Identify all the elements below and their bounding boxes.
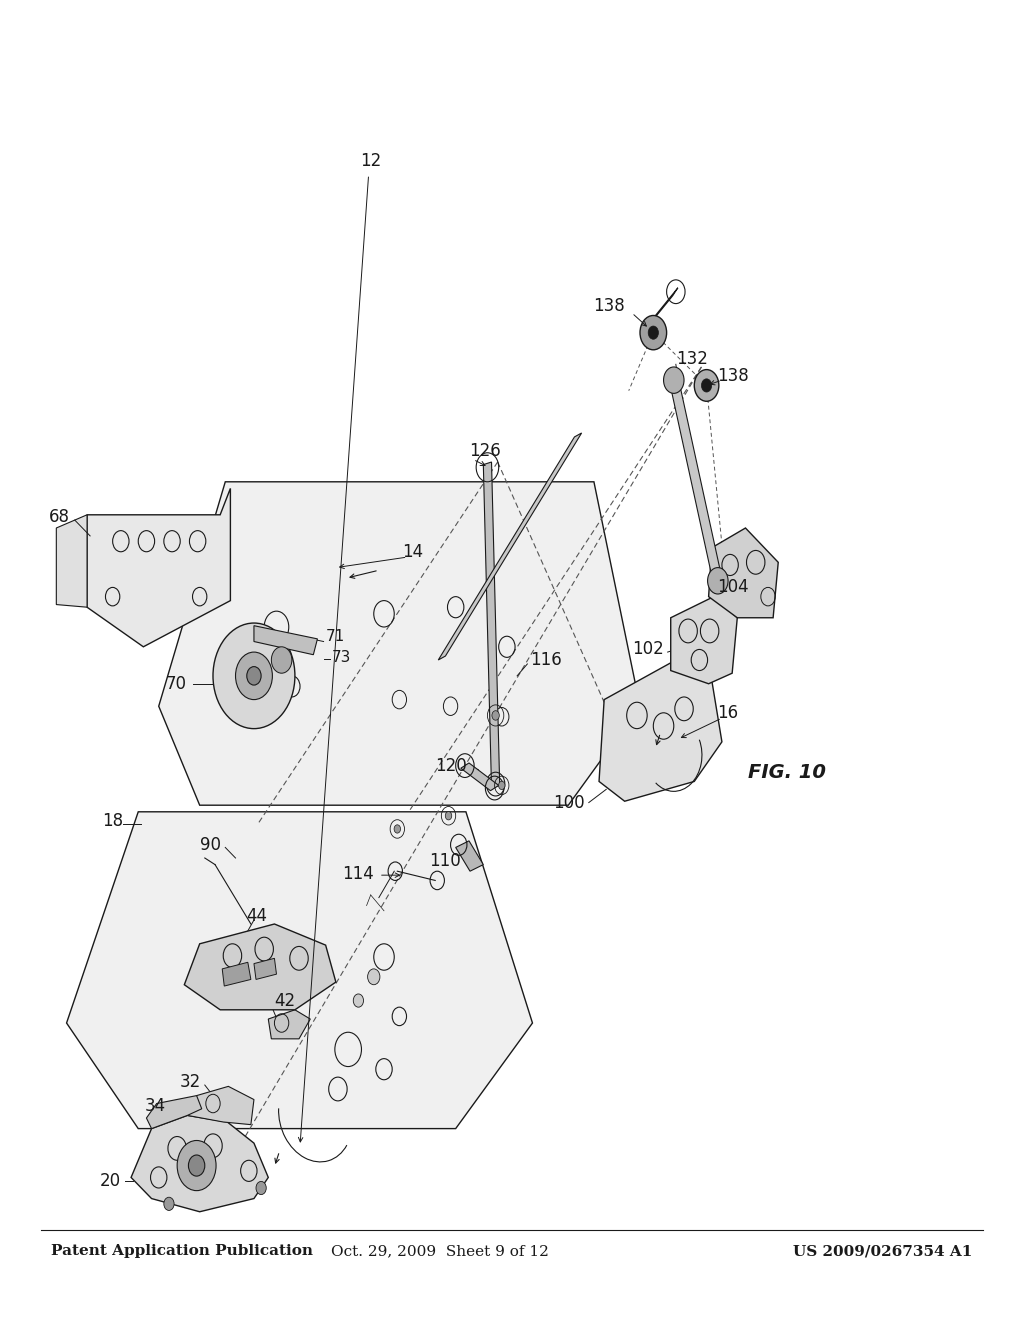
Circle shape — [708, 568, 728, 594]
Polygon shape — [87, 488, 230, 647]
Text: FIG. 10: FIG. 10 — [748, 763, 825, 781]
Text: 100: 100 — [553, 793, 585, 812]
Polygon shape — [56, 515, 87, 607]
Polygon shape — [649, 288, 678, 325]
Circle shape — [236, 652, 272, 700]
Circle shape — [701, 379, 712, 392]
Circle shape — [247, 667, 261, 685]
Circle shape — [353, 994, 364, 1007]
Circle shape — [368, 969, 380, 985]
Text: 44: 44 — [246, 907, 267, 925]
Polygon shape — [671, 597, 737, 684]
Text: 20: 20 — [99, 1172, 121, 1191]
Polygon shape — [159, 482, 640, 805]
Text: 73: 73 — [332, 649, 351, 665]
Circle shape — [271, 647, 292, 673]
Text: Oct. 29, 2009  Sheet 9 of 12: Oct. 29, 2009 Sheet 9 of 12 — [332, 1245, 549, 1258]
Text: 138: 138 — [593, 297, 625, 315]
Circle shape — [648, 326, 658, 339]
Text: 71: 71 — [326, 628, 345, 644]
Polygon shape — [670, 376, 722, 585]
Polygon shape — [187, 1086, 254, 1125]
Text: 32: 32 — [179, 1073, 201, 1092]
Text: 68: 68 — [48, 508, 70, 527]
Polygon shape — [709, 528, 778, 618]
Text: 16: 16 — [717, 704, 738, 722]
Circle shape — [256, 1181, 266, 1195]
Circle shape — [164, 1197, 174, 1210]
Text: 132: 132 — [676, 350, 708, 368]
Circle shape — [177, 1140, 216, 1191]
Text: Patent Application Publication: Patent Application Publication — [51, 1245, 313, 1258]
Circle shape — [694, 370, 719, 401]
Circle shape — [492, 710, 500, 721]
Text: 138: 138 — [717, 367, 749, 385]
Polygon shape — [254, 626, 317, 655]
Text: 18: 18 — [102, 812, 124, 830]
Polygon shape — [268, 1010, 310, 1039]
Text: 42: 42 — [274, 991, 296, 1010]
Text: 110: 110 — [429, 851, 461, 870]
Text: 102: 102 — [632, 640, 664, 659]
Text: US 2009/0267354 A1: US 2009/0267354 A1 — [794, 1245, 973, 1258]
Polygon shape — [483, 462, 500, 788]
Polygon shape — [254, 958, 276, 979]
Circle shape — [394, 825, 400, 833]
Text: 34: 34 — [144, 1097, 166, 1115]
Text: 126: 126 — [469, 442, 501, 461]
Text: 120: 120 — [435, 756, 467, 775]
Polygon shape — [438, 433, 582, 660]
Text: 116: 116 — [530, 651, 562, 669]
Polygon shape — [222, 962, 251, 986]
Text: 12: 12 — [360, 152, 382, 170]
Polygon shape — [184, 924, 336, 1010]
Circle shape — [640, 315, 667, 350]
FancyArrowPatch shape — [274, 1154, 280, 1163]
Text: 114: 114 — [342, 865, 374, 883]
Text: 104: 104 — [717, 578, 749, 597]
Text: 90: 90 — [200, 836, 221, 854]
Polygon shape — [456, 841, 483, 871]
Polygon shape — [599, 660, 722, 801]
Polygon shape — [146, 1096, 202, 1129]
Polygon shape — [461, 763, 499, 791]
Circle shape — [445, 812, 452, 820]
Polygon shape — [131, 1115, 268, 1212]
Polygon shape — [67, 812, 532, 1129]
FancyArrowPatch shape — [350, 570, 376, 578]
Circle shape — [664, 367, 684, 393]
Circle shape — [188, 1155, 205, 1176]
FancyArrowPatch shape — [655, 735, 660, 744]
Text: 14: 14 — [402, 543, 424, 561]
Circle shape — [499, 781, 505, 789]
Circle shape — [213, 623, 295, 729]
Text: 70: 70 — [165, 675, 186, 693]
